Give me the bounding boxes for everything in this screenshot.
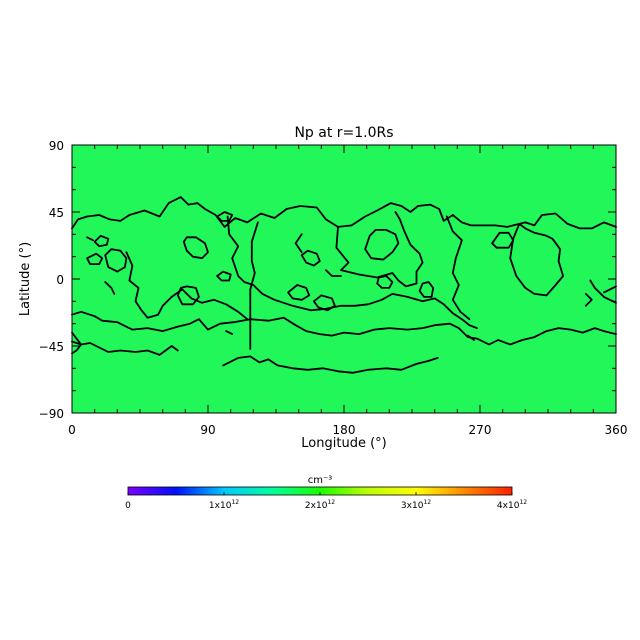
- contour-line: [216, 270, 232, 282]
- y-tick-label: 90: [49, 139, 64, 153]
- y-axis-label: Latitude (°): [18, 242, 33, 316]
- contour-line: [225, 330, 234, 336]
- density-field: [72, 145, 616, 413]
- contour-line: [335, 211, 424, 288]
- axis-ticks: [71, 144, 617, 414]
- contour-line: [71, 196, 617, 230]
- contour-line: [249, 221, 259, 350]
- y-tick-label: −45: [39, 340, 64, 354]
- y-tick-labels: 90 45 0 −45 −90: [39, 139, 64, 421]
- contour-line: [312, 294, 336, 312]
- plot-area: [71, 144, 617, 414]
- contour-line: [491, 231, 515, 249]
- contour-line: [287, 284, 311, 301]
- x-axis-label: Longitude (°): [301, 436, 386, 451]
- x-tick-label: 270: [469, 423, 492, 437]
- x-tick-label: 360: [605, 423, 628, 437]
- contour-line: [86, 236, 95, 242]
- colorbar-tick-labels: 0 1x1012 2x1012 3x1012 4x1012: [125, 499, 527, 511]
- contour-line: [589, 279, 617, 304]
- x-tick-label: 90: [200, 423, 215, 437]
- contour-line: [71, 340, 179, 356]
- contour-line: [104, 248, 128, 273]
- contour-line: [466, 334, 475, 341]
- colorbar-unit: cm⁻³: [308, 475, 333, 486]
- contour-line: [324, 269, 342, 277]
- colorbar: cm⁻³ 0 1x1012 2x1012 3x1012 4x1012: [125, 475, 527, 511]
- contour-line: [584, 292, 593, 307]
- contour-line: [71, 310, 617, 346]
- contour-line: [182, 236, 209, 260]
- contour-lines: [71, 196, 617, 374]
- y-tick-label: 0: [56, 273, 64, 287]
- x-tick-labels: 0 90 180 270 360: [68, 423, 627, 437]
- colorbar-tick-label: 3x1012: [401, 499, 431, 511]
- contour-line: [216, 211, 234, 222]
- colorbar-tick-label: 1x1012: [209, 499, 239, 511]
- contour-line: [86, 252, 104, 266]
- chart-title: Np at r=1.0Rs: [294, 125, 393, 141]
- x-tick-label: 180: [333, 423, 356, 437]
- y-tick-label: −90: [39, 407, 64, 421]
- contour-line: [71, 331, 82, 355]
- contour-line: [445, 215, 471, 321]
- contour-line: [364, 228, 400, 261]
- contour-line: [376, 275, 394, 289]
- y-tick-label: 45: [49, 206, 64, 220]
- colorbar-ticks: [127, 492, 513, 495]
- contour-line: [300, 249, 321, 267]
- colorbar-tick-label: 0: [125, 501, 131, 511]
- contour-line: [93, 234, 110, 248]
- contour-line: [222, 355, 439, 374]
- contour-line: [226, 215, 478, 330]
- colorbar-tick-label: 4x1012: [497, 499, 527, 511]
- contour-line: [603, 285, 617, 294]
- contour-line: [294, 233, 303, 254]
- contour-line: [104, 281, 116, 295]
- colorbar-tick-label: 2x1012: [305, 499, 335, 511]
- contour-line: [418, 281, 435, 298]
- contour-line: [176, 285, 200, 306]
- contour-line: [125, 251, 249, 321]
- x-tick-label: 0: [68, 423, 76, 437]
- contour-line: [509, 222, 564, 297]
